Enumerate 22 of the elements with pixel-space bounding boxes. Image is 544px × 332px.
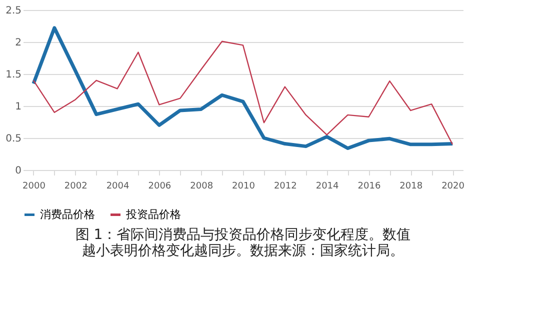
- legend-label: 消费品价格: [40, 208, 95, 221]
- legend-label: 投资品价格: [125, 208, 181, 221]
- y-tick-label: 0.5: [6, 134, 22, 144]
- line-series: [32, 26, 454, 150]
- x-tick-label: 2012: [274, 182, 297, 192]
- line-series: [32, 40, 454, 145]
- caption: 图 1：省际间消费品与投资品价格同步变化程度。数值越小表明价格变化越同步。数据来源：国家统计局。: [75, 227, 411, 259]
- x-tick-label: 2014: [316, 182, 340, 192]
- x-tick-label: 2020: [442, 182, 465, 192]
- y-tick-label: 2.5: [6, 6, 22, 16]
- y-tick-label: 1.5: [6, 70, 22, 80]
- x-tick-label: 2006: [148, 182, 172, 192]
- x-tick-label: 2004: [106, 182, 130, 192]
- x-tick-label: 2010: [232, 182, 256, 192]
- x-tick-label: 2008: [190, 182, 214, 192]
- x-tick-label: 2002: [64, 182, 88, 192]
- x-tick-label: 2018: [400, 182, 423, 192]
- y-tick-label: 2: [15, 38, 22, 48]
- y-tick-label: 0: [15, 166, 22, 176]
- y-tick-label: 1: [15, 102, 22, 112]
- x-tick-label: 2016: [358, 182, 381, 192]
- x-tick-label: 2000: [22, 182, 46, 192]
